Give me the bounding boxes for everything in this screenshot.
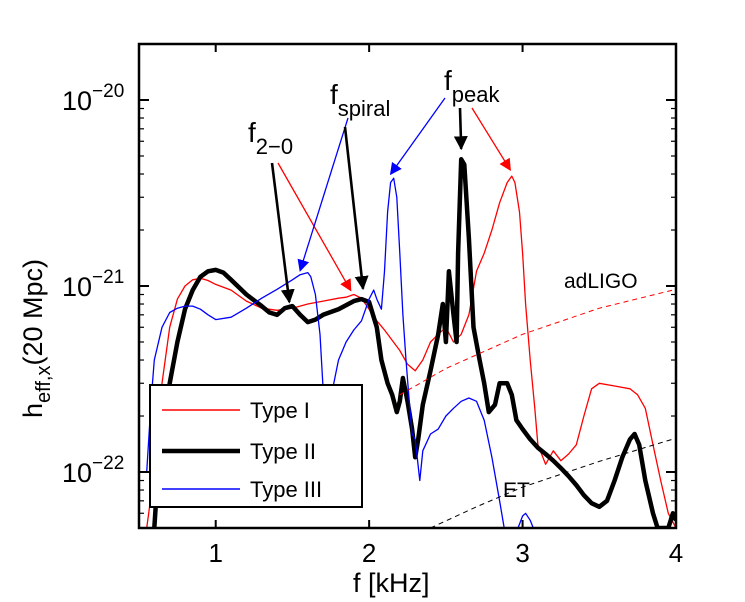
legend: Type I Type II Type III xyxy=(149,384,363,508)
y-axis-label: heff,x(20 Mpc) xyxy=(18,259,55,418)
y-tick-label: 10−22 xyxy=(62,453,124,488)
arrow-f-spiral xyxy=(343,126,369,291)
arrow-f-peak xyxy=(471,107,511,172)
series-line-et xyxy=(430,437,676,528)
arrow-f-spiral xyxy=(297,117,349,272)
x-tick-label: 3 xyxy=(515,538,529,568)
annotation-f-peak: fpeak xyxy=(444,65,500,107)
annotation-f-spiral: fspiral xyxy=(330,79,390,121)
x-tick-label: 4 xyxy=(669,538,683,568)
series-line-type-ii xyxy=(152,157,676,528)
x-axis-label: f [kHz] xyxy=(353,568,430,598)
legend-label-type-i: Type I xyxy=(250,398,310,423)
axes-layer: 1 2 3 4 10−22 10−21 10−20 xyxy=(62,42,683,568)
annotation-et: ET xyxy=(503,479,530,502)
legend-box xyxy=(149,384,363,508)
y-tick-label: 10−21 xyxy=(62,267,124,302)
arrow-f-peak xyxy=(389,97,446,176)
legend-label-type-ii: Type II xyxy=(250,439,316,464)
legend-label-type-iii: Type III xyxy=(250,477,322,502)
annotation-f-2-0: f2−0 xyxy=(248,117,293,159)
annotation-adligo: adLIGO xyxy=(564,270,638,293)
series-layer xyxy=(146,157,676,528)
y-tick-label: 10−20 xyxy=(62,81,124,116)
series-line-type-i xyxy=(146,175,676,528)
x-tick-label: 2 xyxy=(362,538,376,568)
arrow-f-20 xyxy=(270,162,295,304)
arrow-layer xyxy=(270,97,511,304)
series-line-type-iii xyxy=(146,177,534,528)
series-line-adligo xyxy=(399,288,676,396)
x-tick-label: 1 xyxy=(208,538,222,568)
arrow-f-peak xyxy=(453,107,468,151)
